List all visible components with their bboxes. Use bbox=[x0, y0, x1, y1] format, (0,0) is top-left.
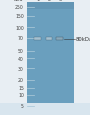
Text: 10: 10 bbox=[18, 92, 24, 97]
Text: 50: 50 bbox=[18, 49, 24, 54]
Text: 70: 70 bbox=[18, 36, 24, 41]
Text: 30: 30 bbox=[18, 66, 24, 71]
Bar bbox=[27, 3, 74, 104]
Text: 20: 20 bbox=[18, 77, 24, 82]
Text: 5: 5 bbox=[21, 104, 24, 109]
Text: 40: 40 bbox=[18, 56, 24, 61]
Text: 15: 15 bbox=[18, 85, 24, 91]
Text: 100: 100 bbox=[15, 26, 24, 31]
Text: 2: 2 bbox=[47, 0, 51, 2]
Bar bbox=[34, 38, 41, 41]
Text: 80kDa: 80kDa bbox=[76, 37, 90, 42]
Bar bbox=[27, 3, 74, 10]
Text: 250: 250 bbox=[15, 5, 24, 10]
Text: 1: 1 bbox=[36, 0, 40, 2]
Bar bbox=[46, 38, 52, 41]
Text: 3: 3 bbox=[58, 0, 61, 2]
Text: kDa: kDa bbox=[14, 0, 24, 2]
Text: 150: 150 bbox=[15, 14, 24, 19]
Bar bbox=[57, 38, 63, 41]
Bar bbox=[0, 104, 90, 115]
